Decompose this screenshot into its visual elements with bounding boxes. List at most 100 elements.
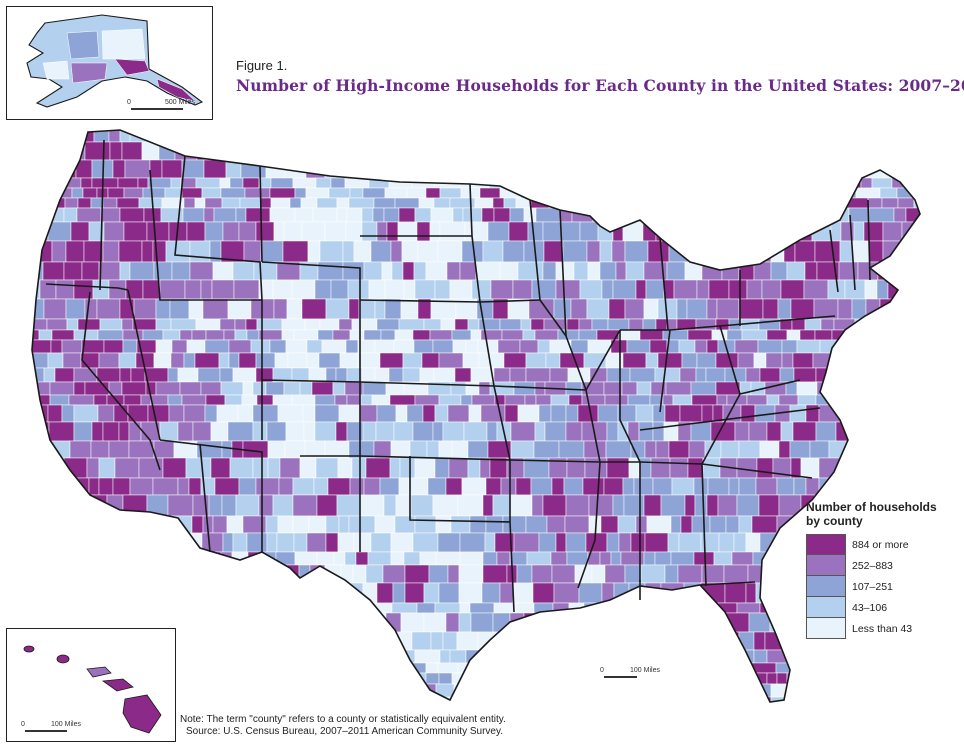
county-cell bbox=[655, 221, 670, 242]
county-cell bbox=[203, 696, 226, 702]
county-cell bbox=[772, 177, 792, 189]
county-cell bbox=[736, 602, 761, 614]
county-cell bbox=[813, 130, 835, 143]
county-cell bbox=[606, 532, 620, 553]
county-cell bbox=[881, 197, 899, 209]
county-cell bbox=[180, 631, 197, 651]
county-cell bbox=[766, 329, 788, 341]
county-cell bbox=[841, 404, 863, 423]
county-cell bbox=[218, 130, 230, 143]
county-cell bbox=[859, 683, 875, 698]
county-cell bbox=[753, 649, 768, 664]
county-cell bbox=[464, 221, 489, 242]
county-cell bbox=[369, 672, 382, 685]
county-cell bbox=[634, 612, 647, 633]
county-cell bbox=[725, 515, 740, 534]
county-cell bbox=[781, 207, 795, 223]
county-cell bbox=[240, 159, 267, 179]
county-cell bbox=[306, 352, 320, 369]
county-cell bbox=[32, 477, 54, 496]
county-cell bbox=[380, 672, 398, 685]
county-cell bbox=[635, 515, 648, 534]
county-cell bbox=[596, 683, 615, 698]
county-cell bbox=[304, 696, 316, 702]
county-cell bbox=[899, 381, 918, 396]
county-cell bbox=[88, 477, 100, 496]
county-cell bbox=[607, 141, 634, 161]
county-cell bbox=[883, 662, 900, 674]
county-cell bbox=[367, 551, 392, 566]
county-cell bbox=[121, 532, 143, 553]
county-cell bbox=[401, 240, 419, 263]
county-cell bbox=[833, 352, 854, 369]
county-cell bbox=[458, 582, 483, 604]
county-cell bbox=[599, 187, 624, 199]
county-cell bbox=[306, 339, 323, 354]
county-cell bbox=[114, 515, 130, 534]
county-cell bbox=[572, 631, 588, 651]
county-cell bbox=[649, 339, 668, 354]
county-cell bbox=[504, 404, 519, 423]
county-cell bbox=[177, 477, 190, 496]
county-cell bbox=[351, 318, 378, 331]
county-cell bbox=[777, 602, 795, 614]
county-cell bbox=[669, 177, 687, 189]
county-cell bbox=[623, 631, 638, 651]
county-cell bbox=[427, 477, 447, 496]
county-cell bbox=[474, 197, 494, 209]
county-cell bbox=[515, 477, 532, 496]
county-cell bbox=[46, 318, 68, 331]
county-cell bbox=[622, 477, 635, 496]
county-cell bbox=[727, 221, 752, 242]
county-cell bbox=[32, 159, 53, 179]
county-cell bbox=[468, 404, 482, 423]
county-cell bbox=[173, 649, 191, 664]
county-cell bbox=[212, 261, 234, 281]
county-cell bbox=[102, 421, 120, 442]
county-cell bbox=[534, 421, 546, 442]
county-cell bbox=[395, 662, 408, 674]
county-cell bbox=[403, 279, 416, 300]
county-cell bbox=[605, 177, 630, 189]
county-cell bbox=[317, 261, 344, 281]
county-cell bbox=[690, 130, 712, 143]
county-cell bbox=[303, 612, 321, 633]
county-cell bbox=[426, 440, 440, 459]
county-cell bbox=[325, 532, 339, 553]
county-cell bbox=[397, 130, 423, 143]
county-cell bbox=[550, 394, 570, 406]
county-cell bbox=[779, 187, 796, 199]
county-cell bbox=[458, 564, 484, 584]
county-cell bbox=[617, 130, 636, 143]
county-cell bbox=[647, 240, 670, 263]
county-cell bbox=[840, 457, 864, 479]
county-cell bbox=[345, 339, 359, 354]
county-cell bbox=[39, 602, 52, 614]
county-cell bbox=[301, 221, 326, 242]
county-cell bbox=[646, 515, 672, 534]
county-cell bbox=[863, 221, 884, 242]
county-cell bbox=[204, 339, 230, 354]
county-cell bbox=[102, 240, 120, 263]
county-cell bbox=[392, 582, 406, 604]
county-cell bbox=[257, 683, 269, 698]
county-cell bbox=[63, 141, 76, 161]
county-cell bbox=[459, 602, 471, 614]
county-cell bbox=[258, 494, 274, 517]
county-cell bbox=[606, 159, 629, 179]
county-cell bbox=[88, 582, 100, 604]
county-cell bbox=[457, 494, 484, 517]
county-cell bbox=[352, 141, 365, 161]
county-cell bbox=[492, 197, 505, 209]
county-cell bbox=[923, 208, 935, 222]
county-cell bbox=[531, 279, 557, 300]
county-cell bbox=[288, 582, 303, 604]
county-cell bbox=[359, 404, 378, 423]
county-cell bbox=[701, 261, 723, 281]
county-cell bbox=[279, 612, 305, 633]
county-cell bbox=[604, 564, 626, 584]
county-cell bbox=[434, 602, 461, 614]
county-cell bbox=[485, 515, 504, 534]
